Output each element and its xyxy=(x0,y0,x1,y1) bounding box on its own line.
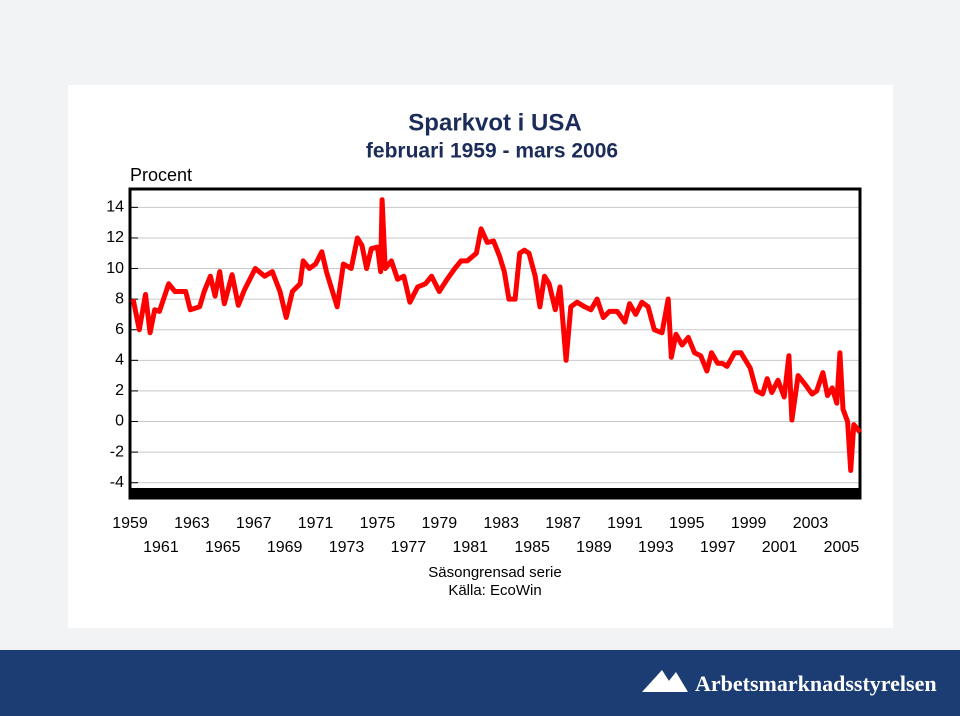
logo-icon xyxy=(642,670,688,692)
x-tick-label: 1975 xyxy=(360,515,396,532)
chart-subtitle: februari 1959 - mars 2006 xyxy=(366,140,618,163)
note: Säsongrensad serie xyxy=(428,564,561,581)
x-tick-label: 1981 xyxy=(452,539,488,556)
y-tick-label: 8 xyxy=(115,290,124,307)
chart-title: Sparkvot i USA xyxy=(408,109,581,136)
x-tick-label: 1969 xyxy=(267,539,303,556)
x-tick-label: 1997 xyxy=(700,539,736,556)
x-tick-label: 1985 xyxy=(514,539,550,556)
x-tick-label: 1993 xyxy=(638,539,674,556)
footer-brand: Arbetsmarknadsstyrelsen xyxy=(695,671,937,696)
slide-panel xyxy=(68,85,893,628)
footer-bar xyxy=(0,650,960,716)
x-tick-label: 1987 xyxy=(545,515,581,532)
x-tick-label: 2005 xyxy=(824,539,860,556)
y-tick-label: 6 xyxy=(115,321,124,338)
y-axis-label: Procent xyxy=(130,165,192,185)
y-tick-label: 2 xyxy=(115,382,124,399)
x-tick-label: 1983 xyxy=(483,515,519,532)
x-tick-label: 1999 xyxy=(731,515,767,532)
y-tick-label: 14 xyxy=(106,199,124,216)
x-tick-label: 2001 xyxy=(762,539,798,556)
x-tick-label: 1971 xyxy=(298,515,334,532)
x-tick-label: 1991 xyxy=(607,515,643,532)
x-tick-label: 1995 xyxy=(669,515,705,532)
x-tick-label: 1977 xyxy=(391,539,427,556)
y-tick-label: 0 xyxy=(115,413,124,430)
x-tick-label: 1973 xyxy=(329,539,365,556)
x-tick-label: 2003 xyxy=(793,515,829,532)
y-tick-label: -4 xyxy=(110,474,124,491)
y-tick-label: 10 xyxy=(106,260,124,277)
x-tick-label: 1967 xyxy=(236,515,272,532)
note: Källa: EcoWin xyxy=(448,582,541,599)
x-tick-label: 1959 xyxy=(112,515,148,532)
y-tick-label: 4 xyxy=(115,352,124,369)
y-tick-label: 12 xyxy=(106,229,124,246)
x-tick-label: 1965 xyxy=(205,539,241,556)
x-tick-label: 1979 xyxy=(422,515,458,532)
data-line xyxy=(130,197,862,473)
x-tick-label: 1961 xyxy=(143,539,179,556)
x-tick-label: 1963 xyxy=(174,515,210,532)
x-tick-label: 1989 xyxy=(576,539,612,556)
y-tick-label: -2 xyxy=(110,443,124,460)
